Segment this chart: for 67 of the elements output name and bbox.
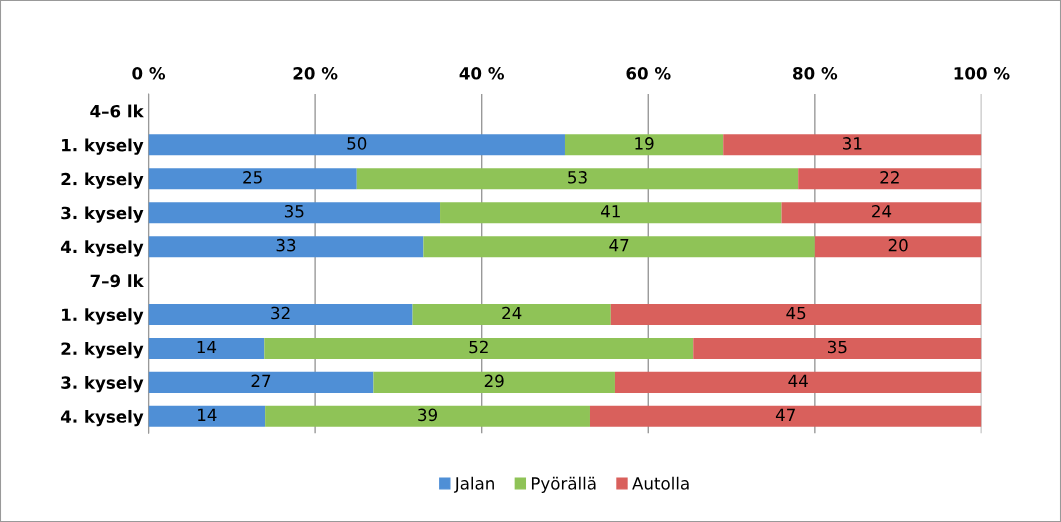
bar bbox=[148, 405, 266, 427]
bar bbox=[614, 371, 982, 393]
x-tick-label: 0 % bbox=[132, 67, 166, 80]
bar bbox=[148, 134, 565, 156]
bar bbox=[148, 168, 357, 190]
bar bbox=[693, 337, 982, 359]
data-label: 44 bbox=[788, 374, 808, 387]
x-tick-label: 80 % bbox=[793, 67, 838, 80]
data-label: 19 bbox=[635, 137, 654, 150]
bar bbox=[356, 168, 799, 190]
y-tick-label: 4–6 lk bbox=[90, 104, 144, 118]
data-label: 33 bbox=[276, 238, 296, 252]
bar bbox=[412, 303, 611, 326]
bar bbox=[781, 202, 982, 224]
data-label: 31 bbox=[842, 137, 862, 150]
data-label: 35 bbox=[284, 204, 304, 218]
data-label: 25 bbox=[243, 171, 262, 184]
data-label: 24 bbox=[872, 204, 892, 218]
bar bbox=[814, 236, 982, 258]
x-tick-label: 40 % bbox=[459, 67, 505, 80]
data-label: 32 bbox=[271, 306, 290, 320]
bar bbox=[148, 337, 265, 359]
bar bbox=[440, 202, 782, 224]
y-tick-label: 4. kysely bbox=[60, 409, 144, 427]
bar bbox=[589, 405, 982, 427]
y-tick-label: 4. kysely bbox=[60, 240, 144, 257]
legend-label: Jalan bbox=[453, 476, 494, 493]
bar bbox=[148, 303, 413, 326]
bar bbox=[148, 236, 424, 258]
bar bbox=[564, 134, 724, 156]
bar bbox=[148, 371, 374, 393]
y-tick-label: 3. kysely bbox=[61, 376, 144, 393]
data-label: 29 bbox=[484, 374, 504, 388]
data-label: 35 bbox=[828, 340, 847, 354]
data-label: 14 bbox=[198, 408, 217, 421]
bar bbox=[265, 405, 590, 427]
legend-label: Pyörällä bbox=[531, 476, 596, 493]
data-label: 47 bbox=[775, 408, 795, 421]
x-tick-label: 20 % bbox=[293, 67, 338, 80]
data-label: 50 bbox=[347, 137, 367, 150]
data-label: 41 bbox=[601, 205, 620, 218]
data-label: 24 bbox=[502, 306, 522, 320]
bar bbox=[423, 236, 815, 258]
data-label: 47 bbox=[609, 239, 629, 252]
y-tick-label: 1. kysely bbox=[62, 308, 144, 325]
bar bbox=[264, 337, 694, 359]
bar bbox=[373, 371, 615, 393]
data-label: 53 bbox=[568, 171, 587, 184]
bar bbox=[148, 202, 441, 224]
bar bbox=[610, 303, 982, 326]
y-tick-label: 7–9 lk bbox=[90, 274, 144, 288]
y-tick-label: 3. kysely bbox=[61, 206, 144, 223]
data-label: 45 bbox=[786, 306, 806, 320]
y-tick-label: 2. kysely bbox=[61, 172, 144, 189]
x-tick-label: 100 % bbox=[954, 67, 1010, 80]
bar bbox=[798, 168, 982, 190]
data-label: 52 bbox=[469, 340, 488, 354]
data-label: 14 bbox=[197, 340, 217, 354]
data-label: 27 bbox=[251, 374, 271, 387]
legend-label: Autolla bbox=[632, 476, 689, 490]
y-tick-label: 2. kysely bbox=[61, 342, 144, 359]
bar bbox=[723, 134, 982, 156]
data-label: 22 bbox=[880, 171, 899, 184]
data-label: 39 bbox=[418, 408, 437, 422]
x-tick-label: 60 % bbox=[626, 67, 671, 80]
data-label: 20 bbox=[888, 238, 908, 252]
y-tick-label: 1. kysely bbox=[62, 138, 144, 155]
